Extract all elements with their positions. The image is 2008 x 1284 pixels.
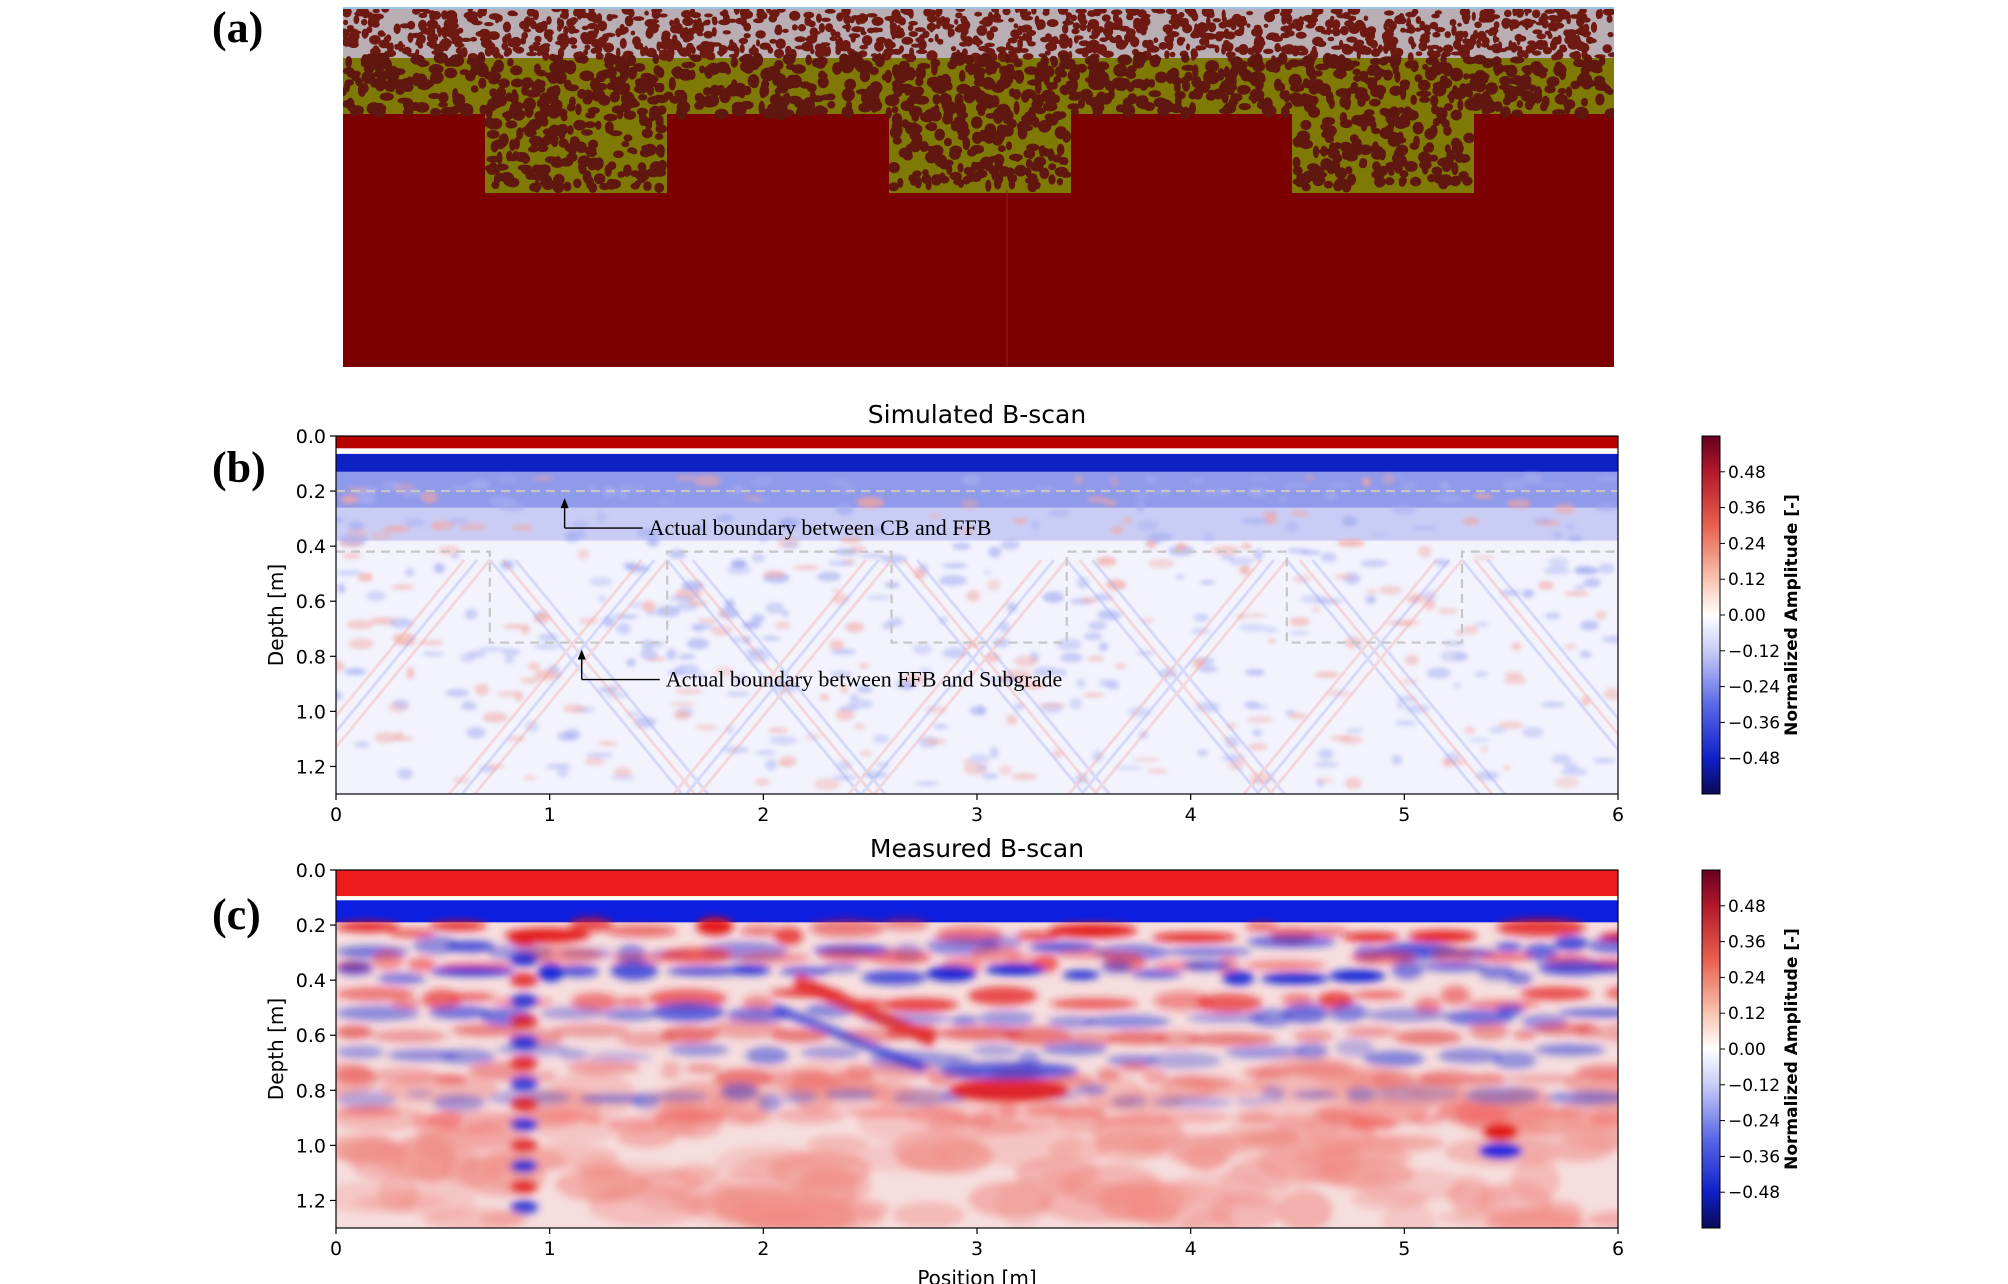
y-tick-label: 0.8 [296, 1080, 326, 1102]
x-tick-label: 2 [757, 1238, 769, 1260]
colorbar-tick-label: 0.12 [1728, 1004, 1766, 1024]
y-tick-label: 1.0 [296, 1135, 326, 1157]
colorbar-tick-label: 0.48 [1728, 463, 1766, 483]
model-cross-section [343, 7, 1614, 367]
chart-title: Measured B-scan [870, 834, 1084, 863]
y-tick-label: 0.0 [296, 860, 326, 882]
y-tick-label: 1.2 [296, 756, 326, 778]
colorbar-label: Normalized Amplitude [-] [1782, 928, 1802, 1170]
y-tick-label: 1.0 [296, 701, 326, 723]
radargram-image [336, 870, 1618, 1228]
x-tick-label: 0 [330, 804, 342, 826]
x-tick-label: 4 [1185, 804, 1197, 826]
y-axis-label: Depth [m] [264, 998, 288, 1100]
y-tick-label: 0.6 [296, 1025, 326, 1047]
x-tick-label: 2 [757, 804, 769, 826]
y-axis: 0.0 0.2 0.4 0.6 0.8 1.0 1.2 [296, 426, 336, 778]
x-tick-label: 3 [971, 1238, 983, 1260]
x-tick-label: 4 [1185, 1238, 1197, 1260]
direct-wave-negative [336, 453, 1618, 472]
annotation-cb-ffb: Actual boundary between CB and FFB [560, 498, 992, 540]
annotation-text: Actual boundary between CB and FFB [649, 515, 992, 540]
colorbar-tick-label: 0.24 [1728, 968, 1766, 988]
x-tick-label: 3 [971, 804, 983, 826]
y-tick-label: 0.4 [296, 970, 326, 992]
colorbar: 0.48 0.36 0.24 0.12 0.00 −0.12 −0.24 −0.36 −0.48… [1701, 435, 1802, 795]
colorbar-tick-label: 0.00 [1728, 1040, 1766, 1060]
x-tick-label: 5 [1398, 1238, 1410, 1260]
colorbar-tick-label: 0.36 [1728, 933, 1766, 953]
measured-bscan-plot: Measured B-scan 0 1 2 3 4 5 6 Position [m] 0.0 0.2… [264, 834, 1802, 1284]
x-axis: 0 1 2 3 4 5 6 [330, 794, 1624, 826]
panel-label-a: (a) [212, 3, 263, 52]
colorbar-tick-label: −0.48 [1728, 1183, 1780, 1203]
x-tick-label: 5 [1398, 804, 1410, 826]
colorbar-tick-label: −0.48 [1728, 749, 1780, 769]
direct-wave-positive [336, 436, 1618, 449]
colorbar-tick-label: 0.12 [1728, 570, 1766, 590]
panel-label-b: (b) [212, 443, 266, 492]
annotation-arrowhead [577, 649, 586, 660]
colorbar-tick-label: −0.24 [1728, 678, 1780, 698]
direct-wave-negative [336, 900, 1618, 923]
x-tick-label: 6 [1612, 804, 1624, 826]
direct-wave-gap [336, 448, 1618, 454]
annotation-text: Actual boundary between FFB and Subgrade [666, 667, 1063, 692]
x-axis: 0 1 2 3 4 5 6 [330, 1228, 1624, 1260]
annotation-leader [563, 504, 643, 529]
x-tick-label: 0 [330, 1238, 342, 1260]
cb-particles [343, 7, 1614, 64]
annotation-arrowhead [560, 498, 569, 509]
y-tick-label: 0.2 [296, 481, 326, 503]
direct-wave-positive [336, 870, 1618, 897]
colorbar-tick-label: 0.48 [1728, 897, 1766, 917]
direct-wave-gap [336, 896, 1618, 901]
radargram-image [336, 436, 1618, 794]
y-tick-label: 0.8 [296, 646, 326, 668]
y-tick-label: 0.6 [296, 591, 326, 613]
colorbar-tick-label: −0.24 [1728, 1112, 1780, 1132]
y-tick-label: 0.0 [296, 426, 326, 448]
colorbar-tick-label: −0.12 [1728, 642, 1780, 662]
chart-title: Simulated B-scan [868, 400, 1086, 429]
x-tick-label: 6 [1612, 1238, 1624, 1260]
diffraction-lines [336, 558, 1618, 794]
ffb-particles [343, 51, 1614, 194]
y-tick-label: 0.4 [296, 536, 326, 558]
colorbar-tick-label: −0.36 [1728, 1147, 1780, 1167]
colorbar-tick-label: 0.36 [1728, 499, 1766, 519]
x-axis-label: Position [m] [917, 1266, 1036, 1284]
y-tick-label: 0.2 [296, 915, 326, 937]
colorbar-gradient [1701, 869, 1721, 1229]
panel-label-c: (c) [212, 890, 261, 939]
y-axis-label: Depth [m] [264, 564, 288, 666]
colorbar-tick-label: −0.36 [1728, 713, 1780, 733]
y-axis: 0.0 0.2 0.4 0.6 0.8 1.0 1.2 [296, 860, 336, 1212]
colorbar-tick-label: 0.24 [1728, 534, 1766, 554]
colorbar-label: Normalized Amplitude [-] [1782, 494, 1802, 736]
colorbar: 0.48 0.36 0.24 0.12 0.00 −0.12 −0.24 −0.36 −0.48… [1701, 869, 1802, 1229]
colorbar-tick-label: −0.12 [1728, 1076, 1780, 1096]
x-tick-label: 1 [544, 1238, 556, 1260]
ffb-subgrade-boundary-line [336, 550, 1618, 644]
boundary-lines [336, 489, 1618, 644]
texture [336, 473, 1618, 790]
texture [336, 917, 1618, 1228]
colorbar-tick-label: 0.00 [1728, 606, 1766, 626]
simulated-bscan-plot: Simulated B-scan Actual boundary between … [264, 400, 1802, 826]
colorbar-gradient [1701, 435, 1721, 795]
y-tick-label: 1.2 [296, 1190, 326, 1212]
annotation-ffb-subgrade: Actual boundary between FFB and Subgrade [577, 649, 1063, 692]
x-tick-label: 1 [544, 804, 556, 826]
